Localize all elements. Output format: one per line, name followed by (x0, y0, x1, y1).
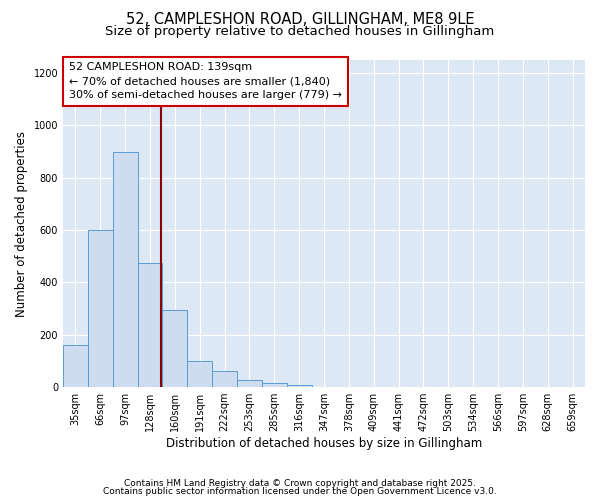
Text: Size of property relative to detached houses in Gillingham: Size of property relative to detached ho… (106, 25, 494, 38)
Bar (63, 345, 88, 387)
Bar (187, 361, 212, 387)
Bar (262, 383, 287, 387)
Bar (113, 152, 137, 387)
Bar (212, 371, 237, 387)
Bar (137, 263, 163, 387)
Bar (287, 385, 311, 387)
Text: Contains public sector information licensed under the Open Government Licence v3: Contains public sector information licen… (103, 487, 497, 496)
Bar (237, 380, 262, 387)
Text: Contains HM Land Registry data © Crown copyright and database right 2025.: Contains HM Land Registry data © Crown c… (124, 478, 476, 488)
Y-axis label: Number of detached properties: Number of detached properties (15, 130, 28, 316)
Text: 52 CAMPLESHON ROAD: 139sqm
← 70% of detached houses are smaller (1,840)
30% of s: 52 CAMPLESHON ROAD: 139sqm ← 70% of deta… (69, 62, 342, 100)
Bar (163, 310, 187, 387)
Text: 52, CAMPLESHON ROAD, GILLINGHAM, ME8 9LE: 52, CAMPLESHON ROAD, GILLINGHAM, ME8 9LE (126, 12, 474, 28)
Bar (88, 230, 113, 387)
X-axis label: Distribution of detached houses by size in Gillingham: Distribution of detached houses by size … (166, 437, 482, 450)
